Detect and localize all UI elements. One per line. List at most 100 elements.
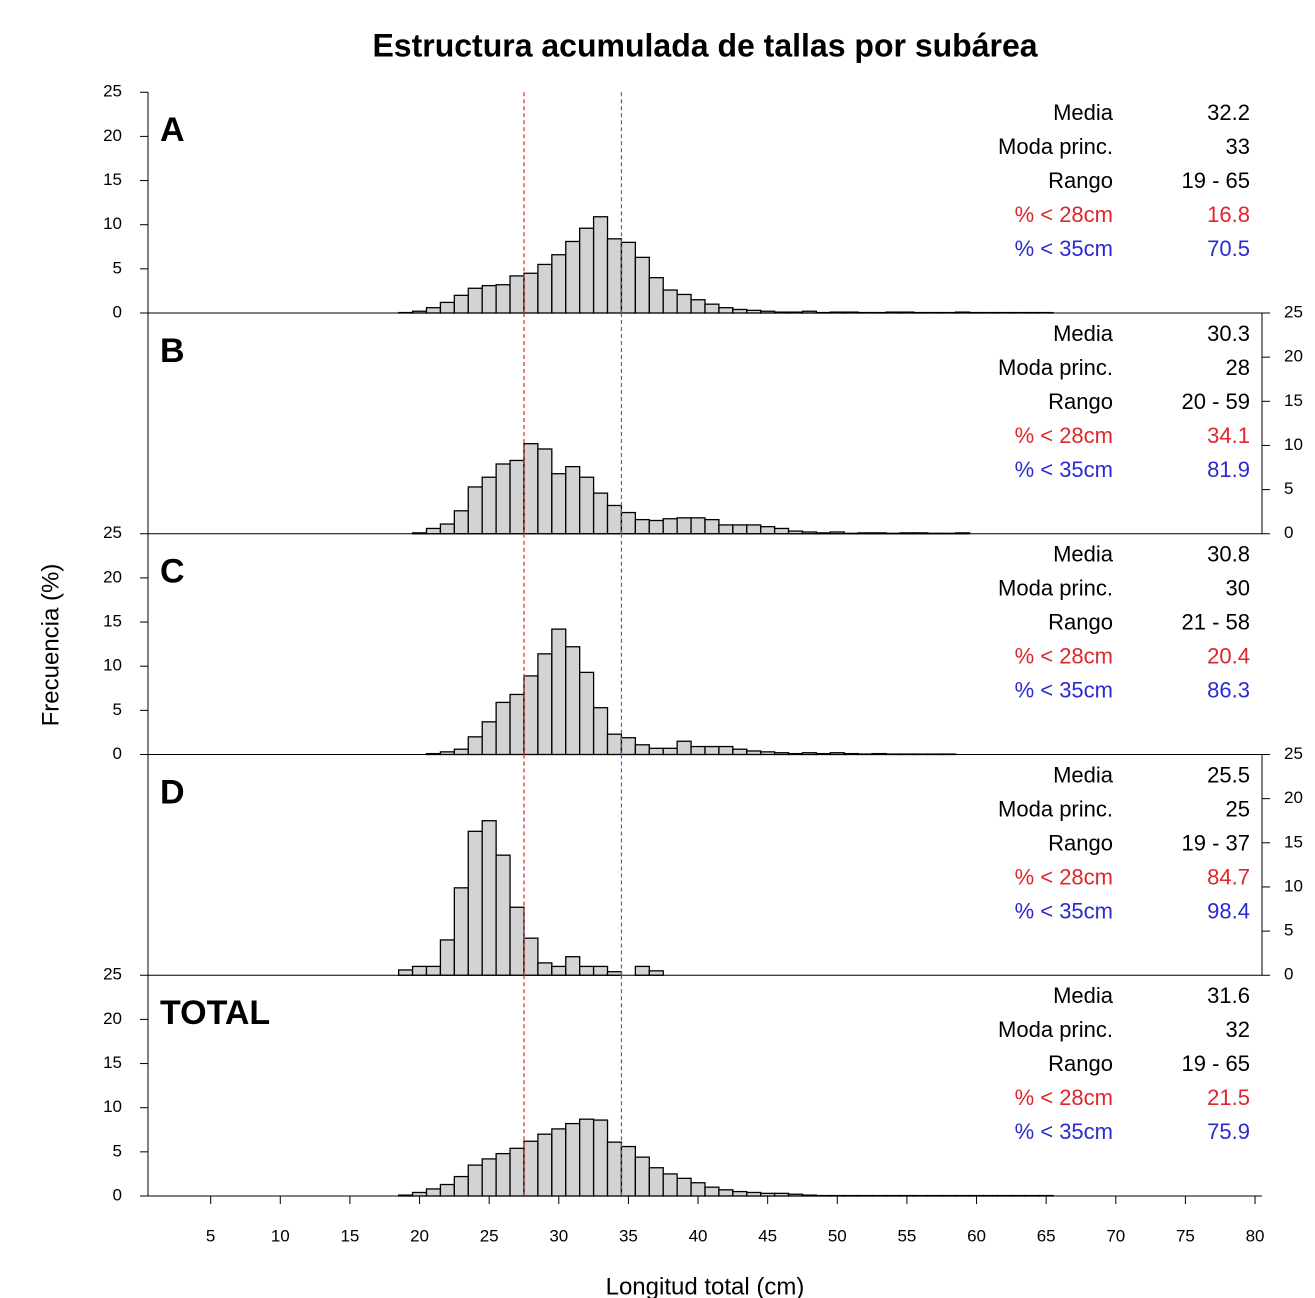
histogram-bar	[579, 1118, 595, 1197]
histogram-bar	[676, 740, 692, 756]
panel-label: B	[160, 332, 185, 370]
y-tick-label: 0	[113, 1185, 122, 1204]
histogram-bar	[467, 486, 483, 535]
histogram-bar	[509, 1147, 525, 1197]
histogram-bar	[606, 971, 623, 976]
y-tick-label: 20	[1284, 347, 1303, 366]
histogram-bar	[509, 693, 525, 756]
histogram-bar	[606, 1141, 623, 1197]
stat-label: Rango	[1048, 830, 1113, 855]
histogram-bar	[746, 524, 762, 535]
panel-label: A	[160, 111, 185, 149]
histogram-bar	[732, 524, 748, 535]
histogram-bar	[411, 1191, 428, 1197]
histogram-bar	[704, 1186, 720, 1197]
stat-value: 28	[1226, 355, 1250, 380]
stat-label: % < 35cm	[1015, 1119, 1113, 1144]
stat-label: Moda princ.	[998, 576, 1113, 601]
histogram-bar	[439, 301, 455, 314]
stat-label: Moda princ.	[998, 355, 1113, 380]
panel-label: D	[160, 773, 185, 811]
stat-label: Rango	[1048, 1051, 1113, 1076]
histogram-bar	[453, 887, 469, 976]
x-tick-label: 20	[410, 1226, 429, 1245]
histogram-bar	[606, 504, 623, 535]
histogram-bar	[565, 646, 581, 756]
x-tick-label: 75	[1176, 1226, 1195, 1245]
y-tick-label: 0	[1284, 523, 1293, 542]
stat-value: 34.1	[1207, 423, 1250, 448]
histogram-bar	[634, 518, 650, 535]
y-tick-label: 5	[113, 700, 122, 719]
histogram-bar	[495, 1152, 511, 1197]
stat-label: Media	[1053, 542, 1114, 567]
histogram-bar	[425, 1188, 442, 1197]
stat-value: 19 - 65	[1182, 168, 1251, 193]
histogram-bar	[718, 524, 734, 535]
y-tick-label: 15	[103, 170, 122, 189]
stat-value: 20.4	[1207, 644, 1250, 669]
y-tick-label: 20	[103, 1009, 122, 1028]
histogram-bar	[773, 527, 790, 535]
stat-label: Moda princ.	[998, 796, 1113, 821]
y-tick-label: 5	[1284, 921, 1293, 940]
x-tick-label: 70	[1106, 1226, 1125, 1245]
x-tick-label: 15	[340, 1226, 359, 1245]
histogram-bar	[676, 1177, 692, 1197]
y-tick-label: 15	[103, 1053, 122, 1072]
histogram-bar	[439, 1183, 455, 1197]
stat-label: Moda princ.	[998, 1017, 1113, 1042]
x-tick-label: 5	[206, 1226, 215, 1245]
histogram-bar	[606, 238, 623, 314]
y-tick-label: 25	[103, 965, 122, 984]
stat-value: 21 - 58	[1182, 610, 1251, 635]
histogram-bar	[634, 256, 650, 314]
y-tick-label: 20	[103, 567, 122, 586]
stat-label: Media	[1053, 100, 1114, 125]
x-tick-label: 10	[271, 1226, 290, 1245]
histogram-bar	[453, 748, 469, 756]
x-tick-label: 60	[967, 1226, 986, 1245]
histogram-bar	[620, 737, 637, 756]
histogram-bar	[648, 519, 664, 535]
stat-label: Media	[1053, 321, 1114, 346]
stat-value: 31.6	[1207, 983, 1250, 1008]
histogram-bar	[551, 965, 567, 976]
histogram-bar	[467, 830, 483, 976]
stat-value: 19 - 65	[1182, 1051, 1251, 1076]
chart-title: Estructura acumulada de tallas por subár…	[372, 27, 1037, 63]
histogram-bar	[592, 216, 609, 314]
histogram-bar	[565, 465, 581, 535]
histogram-bar	[704, 303, 720, 314]
y-tick-label: 0	[113, 744, 122, 763]
histogram-bar	[565, 240, 581, 314]
histogram-bar	[662, 1173, 678, 1197]
stat-value: 19 - 37	[1182, 830, 1251, 855]
histogram-bar	[620, 241, 637, 314]
histogram-bar	[481, 1158, 497, 1197]
histogram-bar	[551, 1128, 567, 1197]
x-tick-label: 80	[1246, 1226, 1265, 1245]
y-tick-label: 25	[1284, 744, 1303, 763]
stat-label: % < 35cm	[1015, 898, 1113, 923]
histogram-bar	[523, 675, 539, 756]
histogram-bar	[648, 1167, 664, 1197]
stat-value: 25.5	[1207, 762, 1250, 787]
histogram-bar	[732, 308, 748, 314]
histogram-bar	[453, 1175, 469, 1197]
histogram-bar	[523, 1140, 539, 1197]
histogram-bar	[648, 277, 664, 314]
x-tick-label: 55	[897, 1226, 916, 1245]
stat-value: 30.8	[1207, 542, 1250, 567]
histogram-bar	[481, 820, 497, 976]
stat-value: 81.9	[1207, 457, 1250, 482]
histogram-bar	[732, 748, 748, 756]
stat-label: Media	[1053, 983, 1114, 1008]
histogram-bar	[746, 750, 762, 756]
histogram-bar	[579, 227, 595, 314]
histogram-bar	[648, 970, 664, 976]
stat-value: 32.2	[1207, 100, 1250, 125]
y-tick-label: 5	[113, 1141, 122, 1160]
histogram-bar	[579, 965, 595, 976]
